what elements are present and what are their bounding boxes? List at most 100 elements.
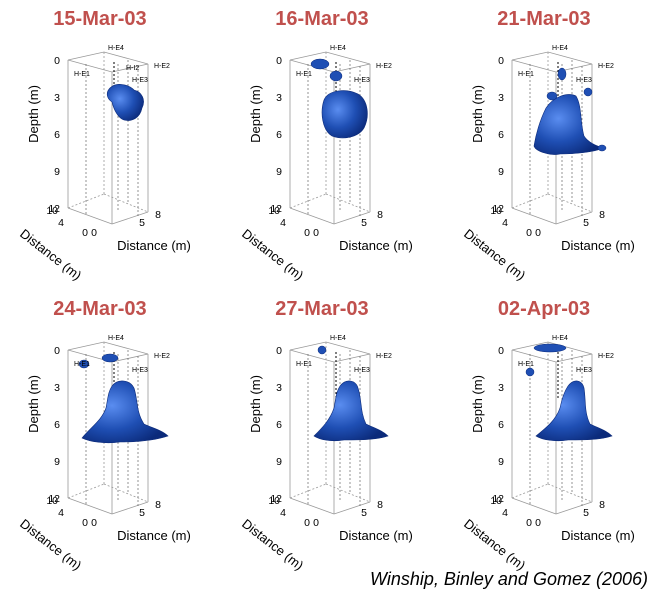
well-label: H-E1	[296, 71, 312, 78]
distance-left-tick-label: 0	[304, 517, 310, 529]
well-label: H-E4	[108, 335, 124, 342]
distance-right-tick-label: 0	[313, 517, 319, 529]
distance-left-axis-label: Distance (m)	[239, 226, 306, 283]
tracer-plume	[535, 380, 613, 442]
panel-title: 24-Mar-03	[53, 298, 147, 320]
plot-panel-4: 24-Mar-03 0 3 6 9 12 Depth (m) 10 4 0 0 5 8 Distance …	[0, 290, 222, 580]
well-label: H-E3	[132, 77, 148, 84]
well-label: H-E1	[518, 71, 534, 78]
depth-axis-label: Depth (m)	[470, 85, 485, 143]
distance-right-axis-label: Distance (m)	[117, 528, 191, 543]
well-label: H-E3	[132, 367, 148, 374]
well-label: H-E3	[576, 367, 592, 374]
depth-tick-label: 3	[276, 382, 282, 394]
distance-right-axis-label: Distance (m)	[117, 238, 191, 253]
panel-title: 21-Mar-03	[497, 8, 591, 30]
distance-left-axis-label: Distance (m)	[239, 516, 306, 573]
depth-tick-label: 6	[276, 129, 282, 141]
depth-axis-label: Depth (m)	[26, 375, 41, 433]
distance-left-tick-label: 0	[304, 227, 310, 239]
distance-right-tick-label: 5	[361, 507, 367, 519]
depth-tick-label: 6	[54, 419, 60, 431]
distance-left-tick-label: 4	[280, 507, 286, 519]
depth-tick-label: 9	[276, 166, 282, 178]
tracer-plume	[81, 380, 169, 444]
tracer-plume	[106, 84, 144, 121]
depth-tick-label: 3	[54, 382, 60, 394]
distance-left-tick-label: 4	[502, 217, 508, 229]
distance-left-tick-label: 4	[58, 217, 64, 229]
well-label: H-E4	[552, 335, 568, 342]
depth-tick-label: 9	[498, 166, 504, 178]
depth-tick-label: 12	[48, 493, 60, 505]
distance-left-tick-label: 10	[490, 205, 502, 217]
depth-tick-label: 12	[48, 203, 60, 215]
distance-right-axis-label: Distance (m)	[339, 528, 413, 543]
panel-title: 16-Mar-03	[275, 8, 369, 30]
distance-left-tick-label: 10	[46, 495, 58, 507]
depth-tick-label: 9	[498, 456, 504, 468]
depth-tick-label: 6	[54, 129, 60, 141]
distance-left-tick-label: 10	[46, 205, 58, 217]
citation: Winship, Binley and Gomez (2006)	[370, 569, 648, 589]
well-label: H-E3	[354, 77, 370, 84]
distance-right-axis-label: Distance (m)	[339, 238, 413, 253]
depth-axis-label: Depth (m)	[470, 375, 485, 433]
distance-left-axis-label: Distance (m)	[17, 516, 84, 573]
tracer-plume-fragment	[101, 353, 119, 363]
tracer-plume-fragment	[310, 58, 330, 70]
depth-tick-label: 0	[54, 55, 60, 67]
well-label: H-E1	[518, 361, 534, 368]
plot-panel-3: 21-Mar-03 0 3 6 9 12 Depth (m) 10 4 0 0 5 8 Distance …	[444, 0, 666, 290]
distance-left-tick-label: 0	[82, 517, 88, 529]
depth-axis-label: Depth (m)	[26, 85, 41, 143]
depth-tick-label: 6	[498, 129, 504, 141]
distance-right-tick-label: 8	[155, 209, 161, 221]
depth-tick-label: 3	[276, 92, 282, 104]
depth-tick-label: 0	[276, 55, 282, 67]
depth-axis-label: Depth (m)	[248, 85, 263, 143]
distance-right-tick-label: 0	[535, 227, 541, 239]
tracer-plume-fragment	[546, 91, 558, 101]
tracer-plume-fragment	[583, 87, 593, 97]
well-label: H-E1	[74, 71, 90, 78]
plot-panel-1: 15-Mar-03 0 3 6 9 12 Depth (m) 10 4 0 0 5 8 Distance …	[0, 0, 222, 290]
well-label: H-E2	[598, 353, 614, 360]
well-label: H-E3	[576, 77, 592, 84]
well-label: H-E3	[354, 367, 370, 374]
depth-tick-label: 3	[498, 382, 504, 394]
depth-tick-label: 0	[498, 345, 504, 357]
well-label: H-E1	[74, 361, 90, 368]
depth-tick-label: 12	[270, 493, 282, 505]
well-label: H-E2	[376, 63, 392, 70]
well-label: H-E1	[296, 361, 312, 368]
well-label: H-E4	[108, 45, 124, 52]
distance-right-tick-label: 8	[377, 209, 383, 221]
plot-panel-5: 27-Mar-03 0 3 6 9 12 Depth (m) 10 4 0 0 5 8 Distance …	[222, 290, 444, 580]
panel-title: 27-Mar-03	[275, 298, 369, 320]
distance-left-axis-label: Distance (m)	[461, 516, 528, 573]
distance-left-tick-label: 0	[526, 227, 532, 239]
plot-panel-2: 16-Mar-03 0 3 6 9 12 Depth (m) 10 4 0 0 5 8 Distance …	[222, 0, 444, 290]
distance-right-tick-label: 0	[313, 227, 319, 239]
tracer-plume-fragment	[597, 144, 607, 152]
distance-right-tick-label: 5	[139, 507, 145, 519]
distance-left-tick-label: 4	[502, 507, 508, 519]
depth-tick-label: 3	[498, 92, 504, 104]
panel-title: 15-Mar-03	[53, 8, 147, 30]
distance-right-tick-label: 8	[599, 499, 605, 511]
tracer-plume-fragment	[557, 67, 567, 81]
distance-left-axis-label: Distance (m)	[461, 226, 528, 283]
distance-left-tick-label: 10	[268, 205, 280, 217]
distance-right-axis-label: Distance (m)	[561, 528, 635, 543]
well-label: H-E4	[330, 335, 346, 342]
distance-right-tick-label: 0	[91, 227, 97, 239]
tracer-plume-fragment	[533, 343, 567, 353]
depth-tick-label: 3	[54, 92, 60, 104]
depth-tick-label: 6	[498, 419, 504, 431]
depth-tick-label: 12	[270, 203, 282, 215]
